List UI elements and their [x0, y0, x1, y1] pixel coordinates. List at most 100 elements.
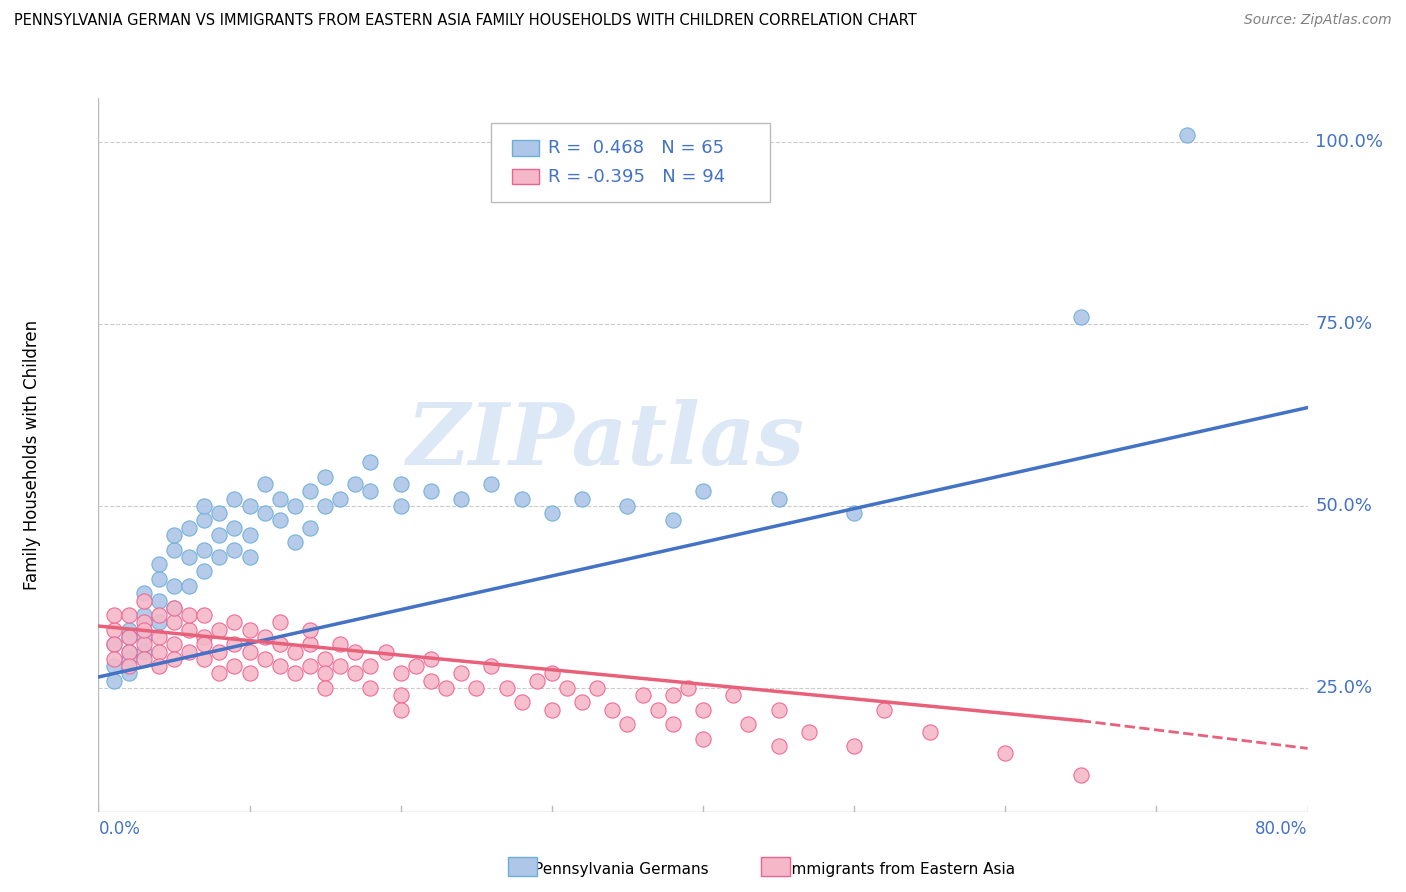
Point: [208, 528, 231, 542]
Point: [132, 623, 155, 637]
Point: [132, 637, 155, 651]
Point: [314, 652, 336, 666]
Point: [193, 513, 215, 527]
Text: Source: ZipAtlas.com: Source: ZipAtlas.com: [1244, 13, 1392, 28]
Point: [873, 703, 896, 717]
Point: [269, 491, 291, 506]
Point: [193, 608, 215, 623]
Point: [118, 608, 141, 623]
Point: [768, 703, 790, 717]
Point: [737, 717, 759, 731]
Point: [148, 608, 170, 623]
Point: [239, 499, 262, 513]
Point: [163, 528, 186, 542]
Point: [132, 593, 155, 607]
Point: [389, 703, 412, 717]
Point: [450, 491, 472, 506]
Point: [419, 673, 441, 688]
Point: [314, 499, 336, 513]
Point: [844, 506, 866, 520]
Point: [148, 557, 170, 571]
Point: [132, 586, 155, 600]
Point: [132, 644, 155, 658]
Point: [103, 637, 125, 651]
Text: 75.0%: 75.0%: [1315, 315, 1372, 333]
Point: [269, 513, 291, 527]
Point: [284, 535, 307, 549]
Point: [118, 644, 141, 658]
Point: [148, 659, 170, 673]
Text: PENNSYLVANIA GERMAN VS IMMIGRANTS FROM EASTERN ASIA FAMILY HOUSEHOLDS WITH CHILD: PENNSYLVANIA GERMAN VS IMMIGRANTS FROM E…: [14, 13, 917, 29]
Point: [389, 666, 412, 681]
Point: [269, 659, 291, 673]
Point: [676, 681, 699, 695]
Point: [224, 491, 246, 506]
Bar: [512, 140, 538, 156]
Point: [148, 572, 170, 586]
Point: [103, 652, 125, 666]
Point: [208, 644, 231, 658]
Point: [299, 484, 322, 499]
Point: [389, 477, 412, 491]
Point: [239, 666, 262, 681]
Point: [540, 506, 562, 520]
Point: [103, 673, 125, 688]
Point: [481, 659, 503, 673]
Point: [132, 615, 155, 630]
Point: [163, 542, 186, 557]
Point: [177, 549, 201, 564]
Point: [434, 681, 457, 695]
Point: [510, 491, 533, 506]
Point: [450, 666, 472, 681]
Text: R =  0.468   N = 65: R = 0.468 N = 65: [548, 139, 724, 157]
Point: [299, 637, 322, 651]
Point: [132, 652, 155, 666]
Text: 25.0%: 25.0%: [1315, 679, 1372, 697]
Point: [586, 681, 609, 695]
Bar: [512, 169, 538, 185]
FancyBboxPatch shape: [492, 123, 769, 202]
Point: [314, 469, 336, 483]
Point: [177, 623, 201, 637]
Point: [1175, 128, 1198, 142]
Point: [118, 630, 141, 644]
Point: [360, 455, 382, 469]
Point: [314, 681, 336, 695]
Point: [389, 688, 412, 702]
Point: [269, 637, 291, 651]
Text: 80.0%: 80.0%: [1256, 821, 1308, 838]
Point: [148, 644, 170, 658]
Point: [269, 615, 291, 630]
Point: [844, 739, 866, 754]
Point: [148, 615, 170, 630]
Point: [299, 659, 322, 673]
Point: [495, 681, 517, 695]
Point: [239, 644, 262, 658]
Point: [631, 688, 654, 702]
Point: [253, 652, 276, 666]
Point: [132, 630, 155, 644]
Point: [661, 688, 683, 702]
Point: [329, 659, 352, 673]
Point: [103, 623, 125, 637]
Point: [419, 652, 441, 666]
Point: [177, 644, 201, 658]
Point: [284, 644, 307, 658]
Point: [374, 644, 396, 658]
Point: [224, 542, 246, 557]
Point: [118, 623, 141, 637]
Point: [118, 630, 141, 644]
Text: 50.0%: 50.0%: [1315, 497, 1372, 515]
Point: [768, 491, 790, 506]
Point: [148, 593, 170, 607]
Point: [193, 637, 215, 651]
Point: [193, 630, 215, 644]
Point: [118, 652, 141, 666]
Point: [299, 521, 322, 535]
Point: [344, 666, 367, 681]
Text: Family Households with Children: Family Households with Children: [22, 320, 41, 590]
Point: [299, 623, 322, 637]
Point: [177, 579, 201, 593]
Point: [118, 666, 141, 681]
Point: [616, 499, 638, 513]
